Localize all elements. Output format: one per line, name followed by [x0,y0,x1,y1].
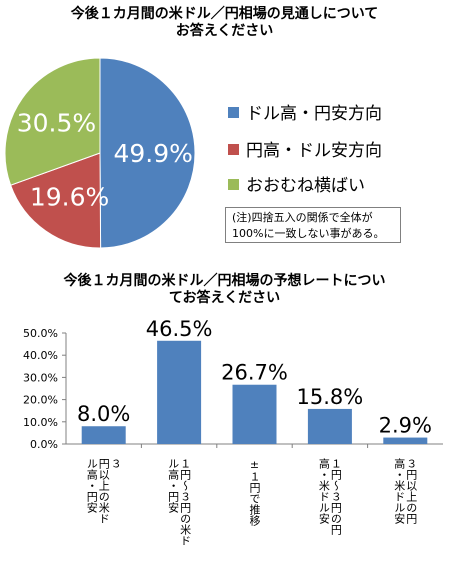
x-category-label-3-1: 高・米ドル安 [317,457,330,525]
pie-title-line-1: 今後１カ月間の米ドル／円相場の見通しについて [70,6,379,22]
x-category-label-2-0: ±１円で推移 [248,458,261,527]
legend-label-1: 円高・ドル安方向 [246,141,382,161]
legend-label-2: おおむね横ばい [246,176,365,196]
pie-slice-0 [99,57,196,249]
bar-data-label-1: 46.5% [146,317,213,341]
x-category-label-4-1: 高・米ドル安 [393,457,406,525]
bar-4 [383,437,428,444]
bar-data-label-2: 26.7% [221,361,288,385]
legend-swatch-1 [228,144,239,155]
x-category-label-0-2: ル高・円安 [85,458,98,514]
y-tick-label-4: 40.0% [23,349,58,362]
legend-swatch-0 [228,107,239,118]
y-tick-label-5: 50.0% [23,327,58,340]
y-tick-label-2: 20.0% [23,394,58,407]
bar-chart-title: 今後１カ月間の米ドル／円相場の予想レートについ てお答えください [0,273,449,307]
bar-0 [81,426,126,444]
pie-slice-1 [9,152,102,249]
pie-note-line-2: 100%に一致しない事がある。 [232,227,385,240]
x-category-label-4-0: ３円以上の円 [405,458,418,525]
x-category-label-3-0: １円～３円の円 [329,458,342,536]
pie-note-line-1: (注)四捨五入の関係で全体が [232,211,373,224]
pie-slice-label-2: 30.5% [17,108,96,137]
x-category-label-1-0: １円～３円の米ド [179,458,192,546]
x-category-label-0-0: ３ [109,458,122,469]
pie-chart-title: 今後１カ月間の米ドル／円相場の見通しについて お答えください [0,6,449,40]
y-tick-label-0: 0.0% [30,438,58,451]
bar-3 [307,408,352,444]
pie-slice-label-1: 19.6% [30,183,109,212]
bar-title-line-2: てお答えください [168,290,281,306]
pie-slice-2 [4,57,101,186]
pie-title-line-2: お答えください [175,23,274,39]
bar-1 [157,340,202,444]
legend-swatch-2 [228,179,239,190]
x-category-label-0-1: 円以上の米ド [97,458,110,524]
legend-label-0: ドル高・円安方向 [246,104,382,124]
bar-data-label-0: 8.0% [77,402,130,426]
bar-2 [232,384,277,444]
bar-data-label-3: 15.8% [297,385,364,409]
bar-title-line-1: 今後１カ月間の米ドル／円相場の予想レートについ [63,273,386,289]
pie-note: (注)四捨五入の関係で全体が 100%に一致しない事がある。 [225,207,401,243]
y-tick-label-1: 10.0% [23,416,58,429]
x-category-label-1-1: ル高・円安 [167,458,180,514]
pie-slice-label-0: 49.9% [113,139,192,168]
bar-data-label-4: 2.9% [379,414,432,438]
y-tick-label-3: 30.0% [23,371,58,384]
